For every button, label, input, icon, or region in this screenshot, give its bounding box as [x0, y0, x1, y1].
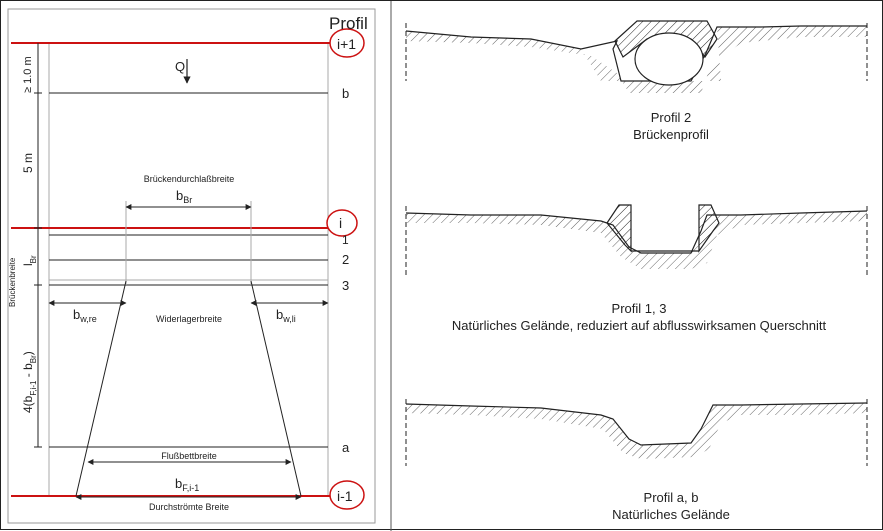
profile13-title: Profil 1, 3 — [611, 301, 667, 316]
reduced-profile-drawing — [405, 204, 868, 276]
profile-label-b: b — [342, 86, 349, 101]
svg-text:4(bF,i-1 - bBr): 4(bF,i-1 - bBr) — [21, 351, 38, 413]
profile-marker-i-minus-1 — [329, 480, 365, 510]
left-flow-boundary — [75, 280, 127, 497]
l-br-label: lBr — [21, 255, 38, 266]
profile-marker-i-plus-1 — [329, 28, 365, 58]
profile-label-i-plus-1: i+1 — [337, 36, 356, 52]
opening-width-label: Brückendurchlaßbreite — [144, 174, 235, 184]
bridge-opening — [634, 32, 704, 86]
profile-label-3: 3 — [342, 278, 349, 293]
b-br-label: bBr — [176, 188, 192, 205]
right-abutment-hatch — [698, 204, 720, 253]
bf-label: bF,i-1 — [175, 476, 199, 493]
profile2-caption: Profil 2 Brückenprofil — [561, 109, 781, 143]
svg-text:lBr: lBr — [21, 255, 38, 266]
profile2-soil-hatch — [406, 26, 867, 93]
dim-label-mid: 5 m — [21, 153, 35, 173]
profile13-description: Natürliches Gelände, reduziert auf abflu… — [451, 318, 827, 333]
profileab-soil-hatch — [406, 403, 867, 459]
profile-marker-i — [326, 209, 358, 237]
profile13-caption: Profil 1, 3 Natürliches Gelände, reduzie… — [397, 300, 881, 334]
bridge-width-label: Brückenbreite — [8, 257, 17, 307]
profile-label-i-minus-1: i-1 — [337, 488, 353, 504]
profile-heading: Profil — [329, 14, 368, 33]
plan-view: Profil i+1 b i 1 2 3 a i-1 Q ≥ 1.0 m 5 m… — [7, 8, 376, 524]
profile2-description: Brückenprofil — [633, 127, 709, 142]
natural-profile-drawing — [405, 399, 868, 466]
plan-frame — [7, 8, 376, 524]
bw-li-label: bw,li — [276, 307, 296, 324]
abutment-width-label: Widerlagerbreite — [156, 314, 222, 324]
profile13-soil-hatch — [406, 211, 867, 269]
dim-label-top: ≥ 1.0 m — [22, 56, 34, 93]
profile-label-2: 2 — [342, 252, 349, 267]
bridge-profile-drawing — [405, 20, 868, 93]
lower-dimension-label: 4(bF,i-1 - bBr) — [21, 351, 38, 413]
profile-label-1: 1 — [342, 233, 349, 247]
right-flow-boundary — [250, 280, 302, 497]
flow-width-label: Durchströmte Breite — [149, 502, 229, 512]
riverbed-width-label: Flußbettbreite — [161, 451, 217, 461]
flow-label: Q — [175, 59, 185, 74]
profile-label-i: i — [339, 215, 342, 231]
left-abutment-hatch — [606, 204, 632, 253]
profileab-caption: Profil a, b Natürliches Gelände — [521, 489, 821, 523]
profileab-description: Natürliches Gelände — [612, 507, 730, 522]
bw-re-label: bw,re — [73, 307, 97, 324]
profile2-title: Profil 2 — [650, 110, 692, 125]
profile-label-a: a — [342, 440, 350, 455]
profileab-title: Profil a, b — [643, 490, 699, 505]
